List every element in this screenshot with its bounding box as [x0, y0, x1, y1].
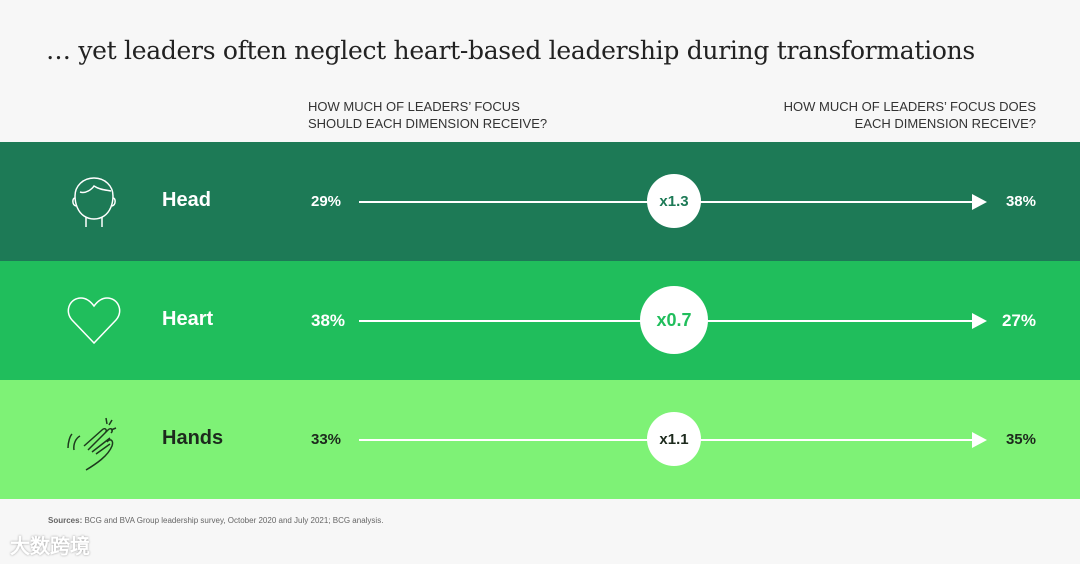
hands-icon	[67, 417, 117, 471]
head-icon	[72, 177, 116, 227]
does-value: 38%	[1005, 193, 1036, 210]
row-head: Head 29% x1.3 38%	[0, 142, 1080, 261]
dimension-label: Head	[162, 189, 211, 211]
source-label: Sources:	[48, 516, 83, 525]
multiplier-badge: x0.7	[640, 286, 708, 354]
should-value: 29%	[311, 193, 342, 210]
row-heart: Heart 38% x0.7 27%	[0, 261, 1080, 380]
multiplier-badge: x1.3	[647, 174, 701, 228]
page-title: … yet leaders often neglect heart-based …	[46, 36, 975, 65]
dimension-label: Hands	[162, 427, 224, 449]
arrow-head	[972, 194, 987, 210]
should-value: 33%	[311, 431, 342, 448]
arrow-head	[972, 432, 987, 448]
source-text: BCG and BVA Group leadership survey, Oct…	[82, 516, 384, 525]
does-value: 35%	[1005, 431, 1036, 448]
does-value: 27%	[1001, 311, 1036, 330]
question-should: How much of leaders’ focus should each d…	[308, 99, 548, 131]
multiplier-badge: x1.1	[647, 412, 701, 466]
heart-icon	[67, 297, 121, 345]
dimension-label: Heart	[162, 308, 214, 330]
question-does: How much of leaders’ focus does each dim…	[783, 99, 1036, 131]
watermark: 大数跨境	[10, 536, 90, 558]
arrow-head	[972, 313, 987, 329]
should-value: 38%	[311, 311, 346, 330]
row-hands: Hands 33% x1.1 35%	[0, 380, 1080, 499]
source-note: Sources: BCG and BVA Group leadership su…	[48, 516, 383, 525]
